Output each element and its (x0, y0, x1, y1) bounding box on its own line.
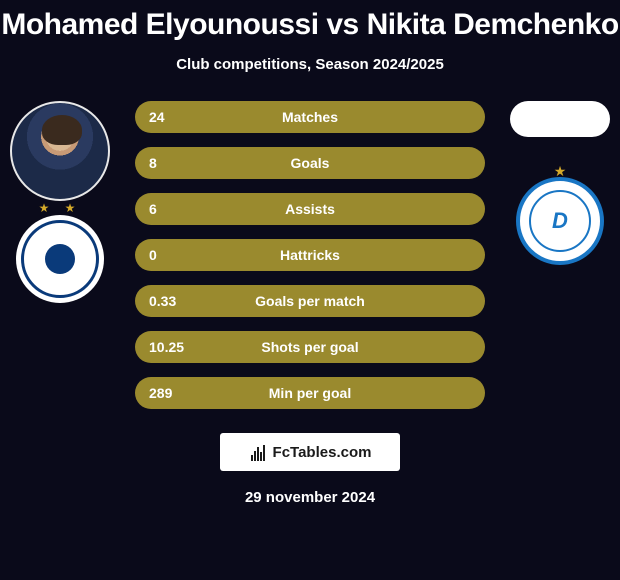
player-right-column: ★ D (508, 101, 612, 265)
stat-label: Hattricks (135, 247, 485, 263)
stat-row-spg: 10.25 Shots per goal (135, 331, 485, 363)
footer-brand-badge: FcTables.com (220, 433, 400, 471)
stat-label: Goals per match (135, 293, 485, 309)
stat-row-matches: 24 Matches (135, 101, 485, 133)
stat-label: Matches (135, 109, 485, 125)
page-title: Mohamed Elyounoussi vs Nikita Demchenko (0, 0, 620, 42)
star-icon: ★ ★ (16, 201, 104, 215)
stats-list: 24 Matches 8 Goals 6 Assists 0 Hattricks… (135, 101, 485, 409)
club-right-badge: D (529, 190, 591, 252)
player-right-photo (510, 101, 610, 137)
stat-label: Goals (135, 155, 485, 171)
player-left-column: ★ ★ (8, 101, 112, 303)
stat-label: Assists (135, 201, 485, 217)
stat-row-goals: 8 Goals (135, 147, 485, 179)
subtitle: Club competitions, Season 2024/2025 (0, 56, 620, 73)
comparison-content: ★ ★ ★ D 24 Matches 8 Goals 6 Assists 0 H… (0, 101, 620, 409)
stat-label: Min per goal (135, 385, 485, 401)
bars-icon (249, 443, 267, 461)
club-left-badge (21, 220, 99, 298)
stat-label: Shots per goal (135, 339, 485, 355)
footer-brand-text: FcTables.com (273, 444, 372, 461)
date-text: 29 november 2024 (0, 489, 620, 506)
player-left-photo (10, 101, 110, 201)
stat-row-gpm: 0.33 Goals per match (135, 285, 485, 317)
club-left-logo: ★ ★ (16, 215, 104, 303)
club-right-logo: ★ D (516, 177, 604, 265)
stat-row-hattricks: 0 Hattricks (135, 239, 485, 271)
stat-row-mpg: 289 Min per goal (135, 377, 485, 409)
star-icon: ★ (520, 163, 600, 180)
stat-row-assists: 6 Assists (135, 193, 485, 225)
